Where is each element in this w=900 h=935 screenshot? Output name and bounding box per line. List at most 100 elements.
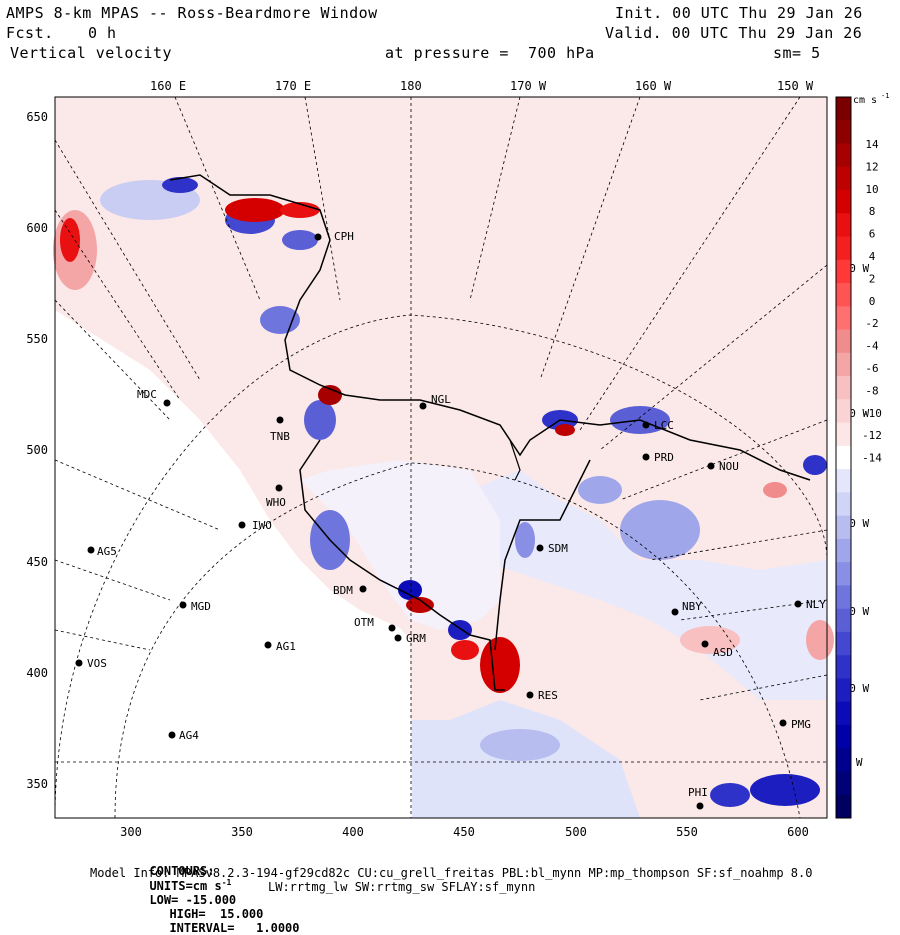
colorbar-swatch	[836, 143, 851, 168]
y-axis-labels: 650 600 550 500 450 400 350	[26, 110, 48, 791]
colorbar-tick-label: 12	[865, 160, 878, 173]
svg-text:NGL: NGL	[431, 393, 451, 406]
colorbar-tick-label: -10	[862, 407, 882, 420]
colorbar-tick-label: 10	[865, 183, 878, 196]
svg-text:180: 180	[400, 79, 422, 93]
svg-text:NLY: NLY	[806, 598, 826, 611]
svg-text:550: 550	[676, 825, 698, 839]
coastline	[169, 174, 811, 481]
colorbar-swatch	[836, 748, 851, 772]
graticule	[54, 96, 828, 819]
station-ngl: NGL	[419, 393, 451, 410]
svg-text:650: 650	[26, 110, 48, 124]
high-value: HIGH= 15.000	[169, 907, 264, 921]
svg-text:MGD: MGD	[191, 600, 211, 613]
colorbar-swatch	[836, 678, 851, 703]
station-pmg: PMG	[779, 718, 811, 731]
svg-text:AG1: AG1	[276, 640, 296, 653]
station-otm: OTM	[354, 616, 396, 632]
colorbar-tick-label: -14	[862, 452, 882, 465]
contours-label: CONTOURS:	[149, 864, 215, 878]
colorbar-swatch	[836, 236, 851, 261]
colorbar-swatch	[836, 701, 851, 726]
svg-text:LCC: LCC	[654, 419, 674, 432]
svg-text:150 W: 150 W	[777, 79, 814, 93]
station-tnb: TNB	[270, 416, 290, 443]
svg-text:TNB: TNB	[270, 430, 290, 443]
station-ag1: AG1	[264, 640, 296, 653]
colorbar-swatch	[836, 120, 851, 145]
station-sdm: SDM	[536, 542, 568, 555]
station-ag5: AG5	[87, 545, 117, 558]
variable-name: Vertical velocity	[10, 44, 173, 62]
svg-text:VOS: VOS	[87, 657, 107, 670]
svg-text:600: 600	[26, 221, 48, 235]
colorbar-swatch	[836, 515, 851, 540]
init-time: Init. 00 UTC Thu 29 Jan 26	[615, 4, 863, 22]
svg-text:600: 600	[787, 825, 809, 839]
colorbar-tick-label: 2	[869, 272, 876, 285]
station-bdm: BDM	[333, 584, 367, 597]
svg-text:GRM: GRM	[406, 632, 426, 645]
svg-text:WHO: WHO	[266, 496, 286, 509]
units-sup: -1	[221, 878, 232, 887]
colorbar-swatch	[836, 97, 851, 121]
station-nby: NBY	[671, 600, 702, 616]
colorbar-swatch	[836, 329, 851, 354]
station-nly: NLY	[794, 598, 826, 611]
svg-text:160 W: 160 W	[635, 79, 672, 93]
map-svg: CPH MDC NGL TNB WHO IWO AG5 MGD AG1 VOS …	[26, 79, 889, 839]
svg-text:160 E: 160 E	[150, 79, 186, 93]
svg-text:300: 300	[120, 825, 142, 839]
map-title: AMPS 8-km MPAS -- Ross-Beardmore Window	[6, 4, 378, 22]
colorbar-swatch	[836, 631, 851, 656]
station-res: RES	[526, 689, 558, 702]
station-cph: CPH	[314, 230, 354, 243]
forecast-label: Fcst.	[6, 24, 54, 42]
colorbar-tick-label: -8	[865, 384, 878, 397]
colorbar-swatch	[836, 492, 851, 517]
colorbar-swatch	[836, 306, 851, 331]
colorbar-swatch	[836, 794, 851, 819]
svg-text:MDC: MDC	[137, 388, 157, 401]
ice-shelf-edge	[494, 459, 591, 651]
svg-text:AG4: AG4	[179, 729, 199, 742]
colorbar-tick-label: 14	[865, 138, 879, 151]
forecast-hour: 0 h	[88, 24, 117, 42]
colorbar-swatch	[836, 585, 851, 610]
svg-text:500: 500	[26, 443, 48, 457]
valid-time: Valid. 00 UTC Thu 29 Jan 26	[605, 24, 863, 42]
colorbar-labels: 14 12 10 8 6 4 2 0 -2 -4 -6 -8 -10 -12 -14	[862, 138, 882, 465]
svg-text:PRD: PRD	[654, 451, 674, 464]
svg-text:NBY: NBY	[682, 600, 702, 613]
transantarctic-coast	[299, 439, 505, 691]
colorbar-tick-label: -6	[865, 362, 878, 375]
colorbar	[835, 96, 852, 819]
svg-text:IWO: IWO	[252, 519, 272, 532]
station-mgd: MGD	[179, 600, 211, 613]
colorbar-swatch	[836, 283, 851, 307]
colorbar-tick-label: -4	[865, 340, 879, 353]
colorbar-tick-label: -12	[862, 429, 882, 442]
station-vos: VOS	[75, 657, 107, 670]
interval-value: INTERVAL= 1.0000	[169, 921, 300, 935]
colorbar-swatch	[836, 213, 851, 238]
colorbar-swatch	[836, 376, 851, 400]
colorbar-units: cm s -1	[853, 92, 889, 106]
station-lcc: LCC	[642, 419, 674, 432]
colorbar-swatch	[836, 771, 851, 796]
svg-text:170 W: 170 W	[510, 79, 547, 93]
svg-text:BDM: BDM	[333, 584, 353, 597]
colorbar-swatch	[836, 445, 851, 470]
colorbar-swatch	[836, 166, 851, 191]
svg-text:ASD: ASD	[713, 646, 733, 659]
pressure-level: at pressure = 700 hPa	[385, 44, 595, 62]
svg-text:PMG: PMG	[791, 718, 811, 731]
plot-area	[53, 96, 834, 819]
svg-text:cm s: cm s	[853, 95, 877, 106]
station-prd: PRD	[642, 451, 674, 464]
station-asd: ASD	[701, 640, 733, 659]
svg-text:RES: RES	[538, 689, 558, 702]
colorbar-tick-label: 8	[869, 205, 876, 218]
svg-text:NOU: NOU	[719, 460, 739, 473]
